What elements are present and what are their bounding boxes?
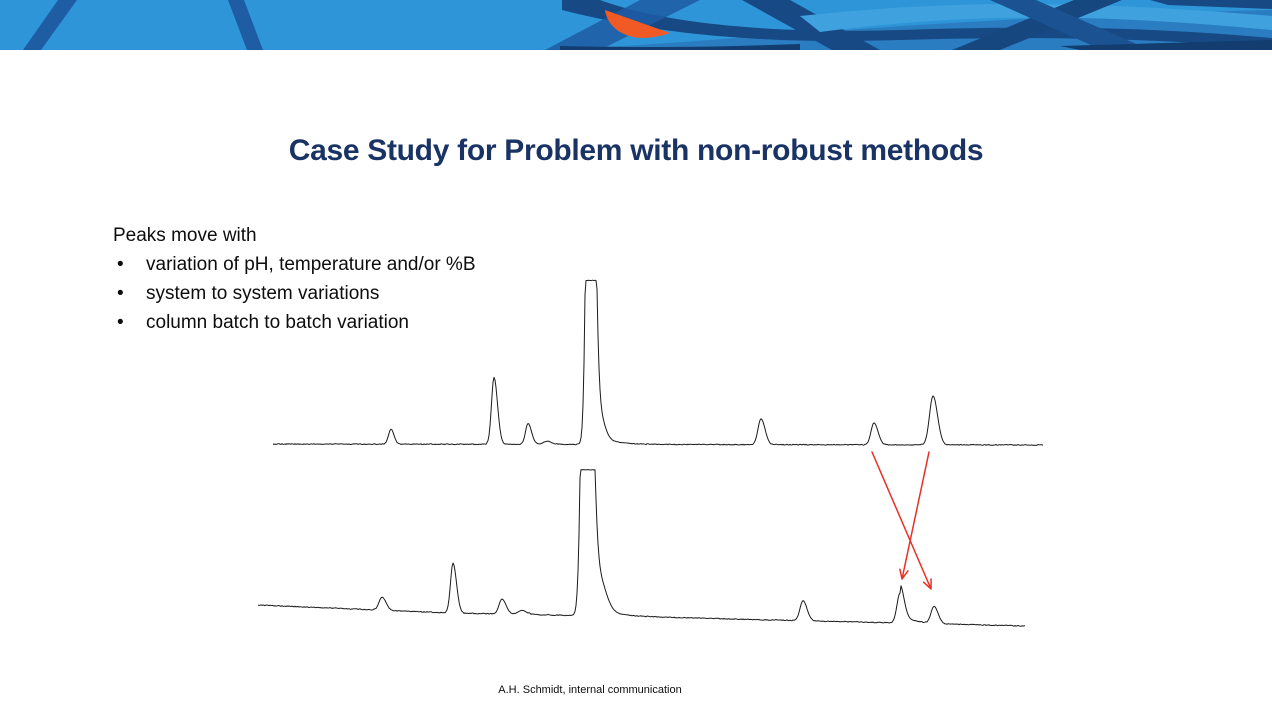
banner-ribbon bbox=[560, 44, 800, 50]
bullet-item: column batch to batch variation bbox=[113, 308, 476, 337]
banner-ribbon bbox=[23, 0, 77, 50]
banner-ribbon bbox=[1150, 0, 1272, 9]
bullet-item: system to system variations bbox=[113, 279, 476, 308]
orange-accent-shape bbox=[605, 10, 670, 38]
swap-arrow bbox=[871, 451, 932, 590]
footer-credit: A.H. Schmidt, internal communication bbox=[498, 684, 682, 696]
swap-arrow bbox=[899, 451, 930, 580]
bullet-item: variation of pH, temperature and/or %B bbox=[113, 250, 476, 279]
trace-lower bbox=[257, 469, 1026, 627]
banner bbox=[0, 0, 1272, 50]
banner-ribbon bbox=[1060, 40, 1272, 50]
banner-ribbon bbox=[742, 0, 880, 50]
body-text: Peaks move with variation of pH, tempera… bbox=[113, 221, 476, 337]
banner-ribbon bbox=[990, 0, 1150, 50]
peak-swap-arrows bbox=[871, 451, 932, 590]
banner-ribbon bbox=[800, 4, 1272, 32]
intro-line: Peaks move with bbox=[113, 225, 257, 246]
banner-graphic bbox=[0, 0, 1272, 50]
bullet-list: variation of pH, temperature and/or %B s… bbox=[113, 250, 476, 337]
slide-title: Case Study for Problem with non-robust m… bbox=[288, 134, 984, 167]
banner-ribbon bbox=[228, 0, 263, 50]
banner-ribbon bbox=[952, 0, 1122, 50]
